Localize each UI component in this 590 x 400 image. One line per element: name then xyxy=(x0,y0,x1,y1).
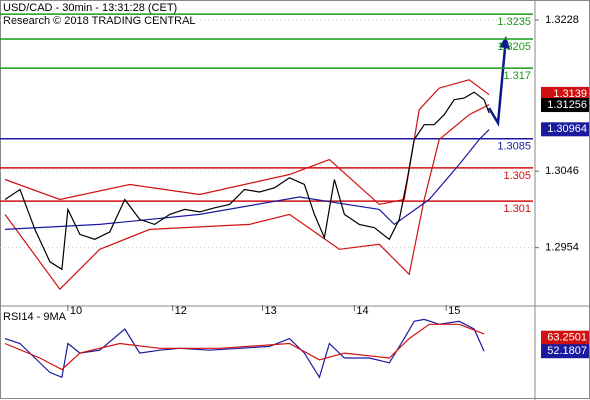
series-line xyxy=(4,323,485,371)
price-badge-label: 63.2501 xyxy=(547,332,587,344)
level-label: 1.317 xyxy=(503,70,531,82)
price-badge xyxy=(541,86,589,101)
chart-subtitle: Research © 2018 TRADING CENTRAL xyxy=(3,15,196,27)
y-tick-label: 1.3228 xyxy=(545,14,579,26)
series-line xyxy=(4,91,490,271)
level-label: 1.3085 xyxy=(497,141,531,153)
projection-arrow xyxy=(487,47,507,127)
x-tick-label: 15 xyxy=(448,305,460,317)
x-tick-label: 10 xyxy=(70,305,82,317)
price-badge-label: 1.3139 xyxy=(553,88,587,100)
rsi-title: RSI14 - 9MA xyxy=(3,311,67,323)
level-label: 1.3205 xyxy=(497,41,531,53)
series-line xyxy=(4,318,485,379)
y-tick-label: 1.3046 xyxy=(545,165,579,177)
price-badge-label: 1.31256 xyxy=(547,99,587,111)
price-badge-label: 52.1807 xyxy=(547,345,587,357)
y-tick-label: 1.2954 xyxy=(545,242,579,254)
arrow-head xyxy=(499,36,510,49)
price-badge xyxy=(541,122,589,137)
price-badge xyxy=(541,98,589,113)
price-badge xyxy=(541,330,589,345)
level-label: 1.301 xyxy=(503,203,531,215)
price-badge xyxy=(541,344,589,359)
series-line xyxy=(4,79,490,206)
price-badge-label: 1.30964 xyxy=(547,123,587,135)
series-line xyxy=(4,104,490,291)
x-tick-label: 14 xyxy=(356,305,368,317)
chart-title: USD/CAD - 30min - 13:31:28 (CET) xyxy=(3,2,177,14)
x-tick-label: 13 xyxy=(265,305,277,317)
level-label: 1.3235 xyxy=(497,16,531,28)
x-tick-label: 12 xyxy=(175,305,187,317)
level-label: 1.305 xyxy=(503,170,531,182)
series-line xyxy=(4,129,490,230)
